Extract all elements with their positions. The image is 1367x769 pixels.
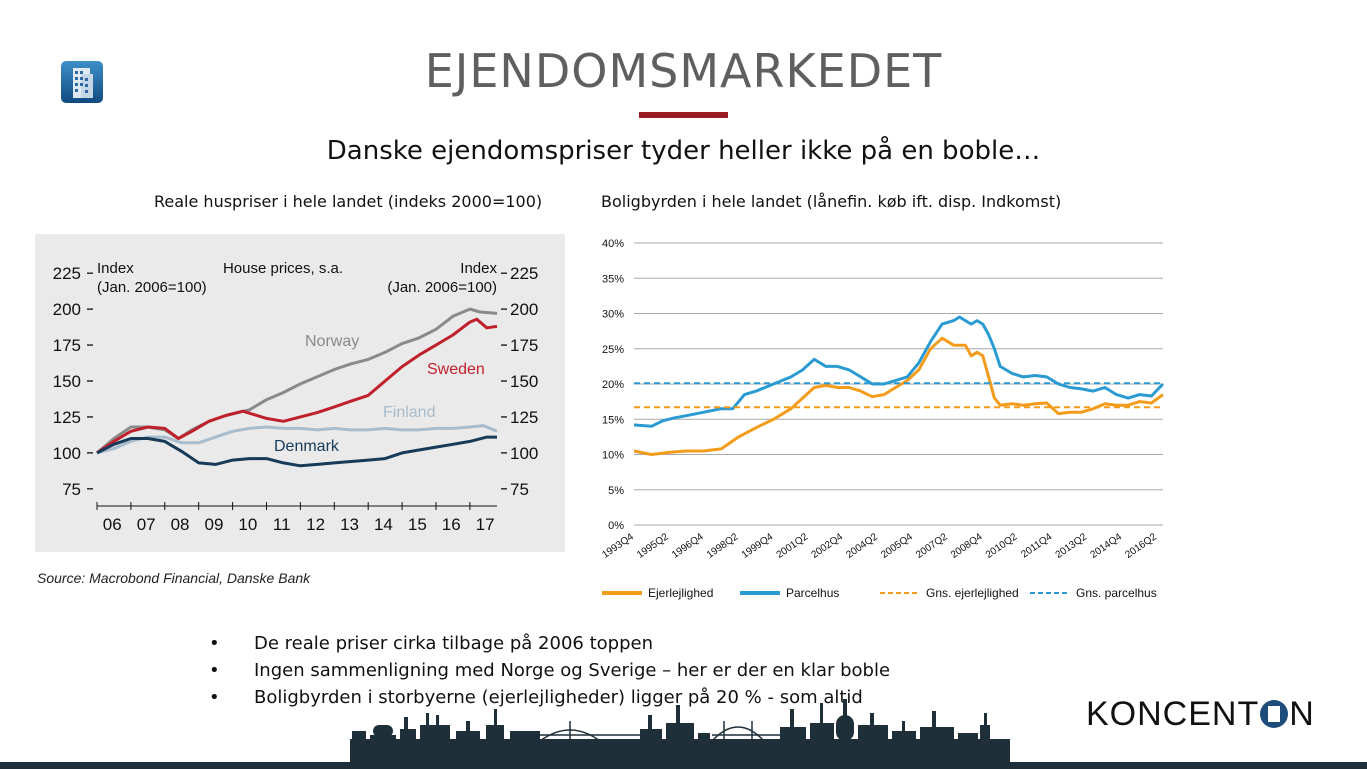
x-tick-label: 2007Q2 bbox=[914, 531, 950, 561]
housing-burden-chart: 0%5%10%15%20%25%30%35%40% 1993Q4 1995Q2 19… bbox=[600, 238, 1165, 600]
x-tick-label: 17 bbox=[476, 515, 495, 534]
slide-subtitle: Danske ejendomspriser tyder heller ikke … bbox=[326, 136, 1041, 166]
y-tick-label: 40% bbox=[602, 238, 624, 250]
x-tick-label: 15 bbox=[408, 515, 427, 534]
bullet-text: Boligbyrden i storbyerne (ejerlejlighede… bbox=[254, 687, 863, 708]
y-tick-label-left: 100 bbox=[53, 444, 81, 463]
x-tick-label: 16 bbox=[442, 515, 461, 534]
y-tick-label-left: 75 bbox=[62, 480, 81, 499]
x-tick-label: 2010Q2 bbox=[984, 531, 1020, 561]
x-tick-label: 11 bbox=[273, 515, 291, 534]
chart-background bbox=[35, 234, 565, 596]
bullet-item: • Ingen sammenligning med Norge og Sverig… bbox=[200, 659, 890, 686]
x-tick-label: 12 bbox=[306, 515, 325, 534]
x-tick-label: 2014Q4 bbox=[1089, 531, 1125, 561]
city-skyline-icon bbox=[350, 699, 1010, 769]
left-chart-caption: Reale huspriser i hele landet (indeks 20… bbox=[154, 192, 543, 211]
right-axis-label-line2: (Jan. 2006=100) bbox=[387, 279, 497, 296]
legend-label: Parcelhus bbox=[786, 586, 839, 600]
series-label-finland: Finland bbox=[383, 404, 435, 421]
source-strip bbox=[35, 552, 565, 596]
series-line-sweden bbox=[96, 317, 498, 455]
x-tick-label: 2002Q4 bbox=[810, 531, 846, 561]
x-tick-label: 10 bbox=[238, 515, 257, 534]
x-tick-label: 1999Q4 bbox=[740, 531, 776, 561]
brand-o-building-icon bbox=[1260, 700, 1289, 728]
brand-logo: KONCENT N bbox=[1086, 695, 1315, 734]
y-tick-label: 15% bbox=[602, 414, 624, 426]
bullet-symbol: • bbox=[209, 660, 220, 681]
x-tick-label: 2016Q2 bbox=[1123, 531, 1159, 561]
x-tick-label: 2011Q4 bbox=[1019, 531, 1054, 560]
building-icon bbox=[60, 60, 104, 104]
x-tick-label: 1993Q4 bbox=[600, 531, 636, 561]
y-tick-label: 20% bbox=[602, 379, 624, 391]
y-tick-label-right: 175 bbox=[510, 336, 538, 355]
y-tick-label-left: 175 bbox=[53, 336, 81, 355]
y-tick-label-right: 225 bbox=[510, 264, 538, 283]
bullet-item: • De reale priser cirka tilbage på 2006 t… bbox=[200, 632, 890, 659]
chart-title: House prices, s.a. bbox=[223, 260, 343, 277]
series-label-norway: Norway bbox=[305, 333, 359, 350]
y-tick-label-left: 150 bbox=[53, 372, 81, 391]
x-tick-label: 2001Q2 bbox=[775, 531, 811, 561]
y-tick-label-right: 200 bbox=[510, 300, 538, 319]
x-tick-label: 1998Q2 bbox=[705, 531, 741, 561]
bullet-symbol: • bbox=[209, 633, 220, 654]
y-tick-label: 35% bbox=[602, 273, 624, 285]
x-tick-label: 07 bbox=[137, 515, 156, 534]
y-tick-label-left: 225 bbox=[53, 264, 81, 283]
right-axis-label-line1: Index bbox=[460, 260, 497, 277]
y-tick-label-right: 150 bbox=[510, 372, 538, 391]
chart-source: Source: Macrobond Financial, Danske Bank bbox=[37, 570, 311, 586]
y-tick-label-right: 125 bbox=[510, 408, 538, 427]
bullet-list: • De reale priser cirka tilbage på 2006 t… bbox=[200, 632, 890, 713]
y-tick-label: 25% bbox=[602, 344, 624, 356]
footer-bar bbox=[0, 762, 1367, 769]
legend-label: Gns. parcelhus bbox=[1076, 586, 1157, 600]
bullet-symbol: • bbox=[209, 687, 220, 708]
y-tick-label-left: 200 bbox=[53, 300, 81, 319]
bullet-text: Ingen sammenligning med Norge og Sverige… bbox=[254, 660, 891, 681]
x-tick-label: 2004Q2 bbox=[844, 531, 880, 561]
brand-text-right: N bbox=[1289, 695, 1315, 733]
x-tick-label: 14 bbox=[374, 515, 393, 534]
series-label-denmark: Denmark bbox=[274, 438, 340, 455]
y-tick-label: 30% bbox=[602, 309, 624, 321]
y-tick-label: 5% bbox=[608, 485, 624, 497]
y-tick-label-right: 100 bbox=[510, 444, 538, 463]
series-line-parcelhus bbox=[633, 315, 1165, 428]
x-tick-label: 1996Q4 bbox=[670, 531, 706, 561]
legend-label: Ejerlejlighed bbox=[648, 586, 713, 600]
title-rule bbox=[639, 112, 728, 118]
left-axis-label-line1: Index bbox=[97, 260, 134, 277]
y-tick-label-left: 125 bbox=[53, 408, 81, 427]
bullet-text: De reale priser cirka tilbage på 2006 to… bbox=[254, 633, 653, 654]
series-line-finland bbox=[96, 424, 498, 455]
y-tick-label: 10% bbox=[602, 450, 624, 462]
x-tick-label: 13 bbox=[340, 515, 359, 534]
series-line-denmark bbox=[96, 435, 497, 468]
x-tick-label: 2008Q4 bbox=[949, 531, 985, 561]
legend-label: Gns. ejerlejlighed bbox=[926, 586, 1019, 600]
x-tick-label: 2005Q4 bbox=[879, 531, 915, 561]
house-prices-chart: 75 100 125 150 175 200 225 75 100 125 150 175 200 22… bbox=[35, 234, 565, 596]
series-line-ejerlejlighed bbox=[633, 336, 1164, 456]
y-tick-label: 0% bbox=[608, 520, 624, 532]
x-tick-label: 06 bbox=[103, 515, 122, 534]
y-tick-label-right: 75 bbox=[510, 480, 529, 499]
x-tick-label: 2013Q2 bbox=[1054, 531, 1090, 561]
bullet-item: • Boligbyrden i storbyerne (ejerlejlighed… bbox=[200, 686, 890, 713]
series-label-sweden: Sweden bbox=[427, 361, 485, 378]
right-chart-caption: Boligbyrden i hele landet (lånefin. køb … bbox=[601, 192, 1062, 211]
slide-title: EJENDOMSMARKEDET bbox=[424, 44, 943, 98]
x-tick-label: 08 bbox=[171, 515, 190, 534]
x-tick-label: 09 bbox=[204, 515, 223, 534]
brand-text-left: KONCENT bbox=[1086, 695, 1260, 733]
x-tick-label: 1995Q2 bbox=[635, 531, 671, 561]
left-axis-label-line2: (Jan. 2006=100) bbox=[97, 279, 207, 296]
